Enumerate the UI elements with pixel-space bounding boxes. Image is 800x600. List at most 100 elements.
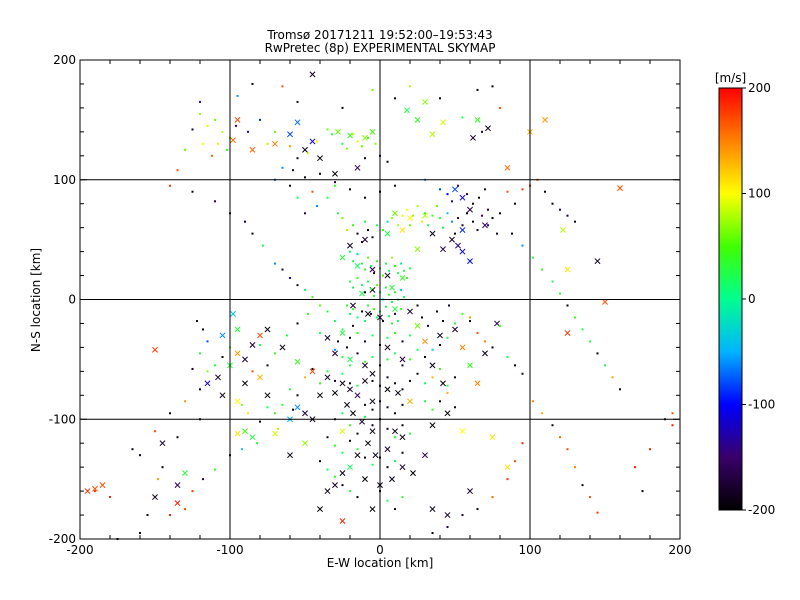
x-marker-point — [279, 344, 286, 351]
dot-marker-point — [491, 85, 494, 88]
x-marker-point — [294, 119, 301, 126]
x-marker-point — [384, 230, 391, 237]
dot-marker-point — [361, 241, 363, 244]
dot-marker-point — [424, 400, 426, 403]
dot-marker-point — [461, 514, 464, 517]
dot-marker-point — [349, 312, 351, 315]
dot-marker-point — [289, 388, 291, 391]
dot-marker-point — [334, 184, 336, 187]
x-marker-point — [384, 446, 391, 453]
dot-marker-point — [466, 212, 468, 215]
dot-marker-point — [446, 212, 449, 215]
dot-marker-point — [356, 316, 359, 319]
dot-marker-point — [319, 382, 321, 385]
x-marker-point — [344, 401, 350, 408]
dot-marker-point — [169, 184, 171, 187]
dot-marker-point — [349, 336, 351, 339]
x-marker-point — [174, 482, 181, 489]
dot-marker-point — [319, 172, 321, 175]
dot-marker-point — [304, 176, 306, 179]
dot-marker-point — [352, 260, 354, 263]
dot-marker-point — [566, 304, 569, 307]
dot-marker-point — [400, 262, 402, 265]
x-marker-point — [272, 430, 278, 437]
dot-marker-point — [566, 214, 569, 217]
dot-marker-point — [281, 85, 284, 88]
dot-marker-point — [376, 260, 378, 263]
x-marker-point — [234, 350, 241, 357]
x-marker-point — [455, 242, 461, 249]
dot-marker-point — [499, 324, 501, 327]
dot-marker-point — [391, 322, 393, 325]
x-marker-point — [404, 107, 410, 114]
x-marker-point — [332, 170, 338, 177]
dot-marker-point — [416, 205, 419, 208]
dot-marker-point — [394, 332, 396, 335]
x-marker-point — [257, 374, 263, 381]
x-marker-point — [362, 476, 368, 483]
x-marker-point — [459, 428, 466, 435]
dot-marker-point — [341, 217, 344, 220]
dot-marker-point — [361, 284, 363, 287]
x-marker-point — [482, 222, 488, 229]
dot-marker-point — [346, 147, 348, 150]
x-tick-label: -200 — [66, 543, 93, 557]
dot-marker-point — [296, 322, 299, 325]
x-marker-point — [249, 434, 256, 441]
dot-marker-point — [394, 97, 396, 100]
dot-marker-point — [256, 442, 258, 445]
dot-marker-point — [364, 360, 366, 363]
dot-marker-point — [337, 340, 339, 343]
dot-marker-point — [364, 340, 366, 343]
dot-marker-point — [391, 217, 393, 220]
dot-marker-point — [439, 217, 441, 220]
x-marker-point — [384, 344, 391, 351]
dot-marker-point — [367, 229, 369, 232]
x-marker-point — [429, 230, 436, 237]
dot-marker-point — [373, 308, 375, 311]
dot-marker-point — [496, 232, 498, 235]
x-marker-point — [399, 464, 406, 471]
dot-marker-point — [274, 130, 276, 133]
x-marker-point — [354, 392, 361, 399]
x-marker-point — [257, 332, 263, 339]
x-marker-point — [422, 452, 428, 459]
x-marker-point — [264, 392, 271, 399]
x-marker-point — [422, 338, 428, 345]
dot-marker-point — [472, 202, 474, 205]
x-marker-point — [339, 470, 346, 477]
x-marker-point — [230, 310, 236, 317]
dot-marker-point — [454, 406, 456, 409]
dot-marker-point — [371, 236, 374, 239]
dot-marker-point — [139, 454, 141, 457]
dot-marker-point — [421, 316, 423, 319]
dot-marker-point — [446, 384, 449, 387]
dot-marker-point — [131, 448, 134, 451]
dot-marker-point — [199, 352, 201, 355]
dot-marker-point — [202, 478, 204, 481]
x-marker-point — [452, 186, 458, 193]
dot-marker-point — [199, 388, 201, 391]
x-tick-label: 200 — [669, 543, 692, 557]
x-marker-point — [369, 128, 376, 135]
x-marker-point — [602, 298, 608, 305]
dot-marker-point — [370, 264, 372, 267]
dot-marker-point — [169, 412, 171, 415]
dot-marker-point — [326, 370, 329, 373]
dot-marker-point — [541, 268, 543, 271]
x-marker-point — [467, 206, 473, 213]
dot-marker-point — [451, 200, 453, 203]
dot-marker-point — [559, 292, 561, 295]
dot-marker-point — [341, 412, 344, 415]
dot-marker-point — [356, 252, 359, 255]
dot-marker-point — [412, 214, 414, 217]
x-marker-point — [372, 452, 379, 459]
dot-marker-point — [364, 291, 366, 294]
dot-marker-point — [427, 224, 429, 227]
dot-marker-point — [394, 382, 396, 385]
x-marker-point — [414, 322, 421, 329]
dot-marker-point — [266, 406, 269, 409]
x-marker-point — [152, 346, 158, 353]
dot-marker-point — [371, 355, 374, 358]
dot-marker-point — [367, 136, 369, 139]
